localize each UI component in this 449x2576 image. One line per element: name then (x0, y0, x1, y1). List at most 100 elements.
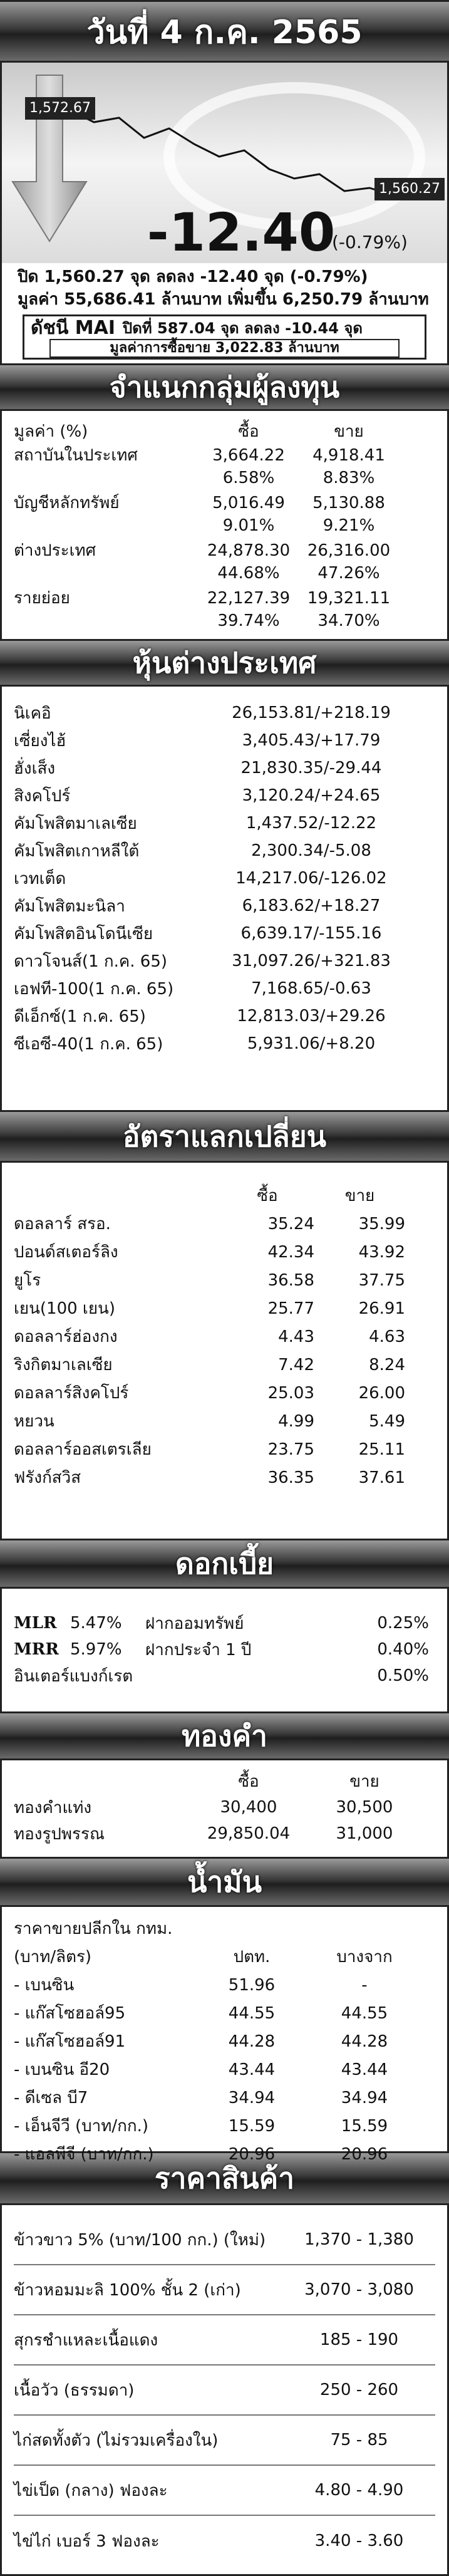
cell: (บาท/ลิตร) (14, 1948, 92, 1966)
cell: เซี่ยงไฮ้ (14, 731, 66, 750)
cell: ฝากออมทรัพย์ (145, 1614, 244, 1633)
row: - เอ็นจีวี (บาท/กก.) 15.59 15.59 (14, 2112, 435, 2140)
interest-table: MLR 5.47% ฝากออมทรัพย์ 0.25% MRR 5.97% ฝากประจ… (0, 1589, 449, 1711)
cell: 4.43 (278, 1327, 314, 1346)
row: ทองคำแท่ง 30,400 30,500 (14, 1794, 435, 1820)
cell: 35.24 (267, 1214, 314, 1233)
end-label-box (374, 178, 445, 200)
cell: คัมโพสิตเกาหลีใต้ (14, 841, 140, 861)
cell: 37.75 (358, 1270, 405, 1290)
row: ไข่เป็ด (กลาง) ฟองละ 4.80 - 4.90 (14, 2466, 435, 2516)
row: ข้าวหอมมะลิ 100% ชั้น 2 (เก่า) 3,070 - 3,… (14, 2265, 435, 2315)
investors-table: มูลค่า (%) ซื้อ ขาย สถาบันในประเทศ 3,664.22 4… (0, 411, 449, 639)
row: ทองรูปพรรณ 29,850.04 31,000 (14, 1820, 435, 1847)
cell: ดอลลาร์ออสเตรเลีย (14, 1440, 152, 1459)
cell: 6,183.62/+18.27 (242, 896, 381, 915)
cell: 43.92 (358, 1242, 405, 1262)
cell: 5.49 (369, 1411, 405, 1431)
cell: 34.70% (317, 611, 380, 630)
cell: - แก๊สโซฮอล์91 (14, 2032, 126, 2051)
row: ดอลลาร์ออสเตรเลีย 23.75 25.11 (14, 1435, 435, 1463)
cell: 34.94 (341, 2088, 388, 2107)
row: - ดีเซล บี7 34.94 34.94 (14, 2084, 435, 2112)
cell: 0.40% (377, 1640, 429, 1659)
cell: ต่างประเทศ (14, 541, 96, 560)
goods-table: ข้าวขาว 5% (บาท/100 กก.) (ใหม่) 1,370 - 1… (0, 2205, 449, 2576)
cell: 6,639.17/-155.16 (240, 924, 382, 943)
cell: 39.74% (217, 611, 280, 630)
date-header: วันที่ 4 ก.ค. 2565 (0, 0, 449, 63)
cell: 8.24 (369, 1355, 405, 1374)
row: บัญชีหลักทรัพย์ 5,016.49 5,130.88 (14, 490, 435, 514)
row: ข้าวขาว 5% (บาท/100 กก.) (ใหม่) 1,370 - 1… (14, 2215, 435, 2265)
row: เซี่ยงไฮ้ 3,405.43/+17.79 (14, 727, 435, 754)
fx-table: ซื้อ ขาย ดอลลาร์ สรอ. 35.24 35.99 ปอนด์สเตอร์… (0, 1163, 449, 1539)
cell: 26.91 (358, 1299, 405, 1318)
cell: - (361, 1975, 368, 1995)
row: มูลค่า (%) ซื้อ ขาย (14, 418, 435, 442)
mai-line: ดัชนี MAI ปิดที่ 587.04 จุด ลดลง -10.44 … (31, 316, 418, 339)
cell: ซื้อ (238, 1772, 259, 1791)
cell: เนื้อวัว (ธรรมดา) (14, 2381, 135, 2400)
row: ซีเอซี-40(1 ก.ค. 65) 5,931.06/+8.20 (14, 1030, 435, 1057)
section-header: ดอกเบี้ย (0, 1539, 449, 1589)
cell: รายย่อย (14, 589, 70, 608)
row: ดาวโจนส์(1 ก.ค. 65) 31,097.26/+321.83 (14, 947, 435, 975)
row: ดีเอ็กซ์(1 ก.ค. 65) 12,813.03/+29.26 (14, 1002, 435, 1030)
cell: สิงคโปร์ (14, 786, 71, 806)
section-header: น้ำมัน (0, 1857, 449, 1907)
cell: - เอ็นจีวี (บาท/กก.) (14, 2117, 149, 2136)
row: ซื้อ ขาย (14, 1182, 435, 1210)
set-summary: ปิด 1,560.27 จุด ลดลง -12.40 จุด (-0.79%… (0, 263, 449, 313)
row: คัมโพสิตมาเลเซีย 1,437.52/-12.22 (14, 809, 435, 837)
cell: 4.63 (369, 1327, 405, 1346)
row: MRR 5.97% ฝากประจำ 1 ปี 0.40% (14, 1636, 435, 1663)
cell: 20.96 (341, 2144, 388, 2164)
end-label: 1,560.27 (379, 181, 440, 197)
cell: ขาย (334, 422, 364, 441)
cell: 3,405.43/+17.79 (242, 731, 381, 750)
mai-value: มูลค่าการซื้อขาย 3,022.83 ล้านบาท (49, 339, 400, 358)
cell: ซื้อ (257, 1187, 278, 1205)
mai-text: ปิดที่ 587.04 จุด ลดลง -10.44 จุด (123, 319, 363, 337)
oil-table: ราคาขายปลีกใน กทม. (บาท/ลิตร) ปตท. บางจาก - … (0, 1907, 449, 2164)
cell: 3,070 - 3,080 (304, 2280, 414, 2299)
cell: 12,813.03/+29.26 (237, 1007, 386, 1026)
section-header: อัตราแลกเปลี่ยน (0, 1110, 449, 1163)
cell: บางจาก (336, 1948, 393, 1966)
cell: ขาย (344, 1187, 375, 1205)
cell: ขาย (349, 1772, 379, 1791)
row: (บาท/ลิตร) ปตท. บางจาก (14, 1943, 435, 1971)
cell: คัมโพสิตอินโดนีเซีย (14, 924, 153, 943)
cell: 42.34 (267, 1242, 314, 1262)
row: ไข่ไก่ เบอร์ 3 ฟองละ 3.40 - 3.60 (14, 2516, 435, 2566)
cell: ฟรังก์สวิส (14, 1468, 81, 1487)
cell: - เบนซิน อี20 (14, 2060, 110, 2079)
cell: สุกรชำแหละเนื้อแดง (14, 2330, 158, 2350)
cell: มูลค่า (%) (14, 422, 88, 441)
cell: 26,153.81/+218.19 (232, 704, 391, 722)
cell: 250 - 260 (319, 2381, 399, 2399)
row: ดอลลาร์ สรอ. 35.24 35.99 (14, 1210, 435, 1238)
cell: 8.83% (323, 469, 375, 487)
cell: 44.55 (341, 2003, 388, 2023)
cell: 43.44 (228, 2060, 276, 2079)
cell: 36.35 (267, 1468, 314, 1487)
row: เยน(100 เยน) 25.77 26.91 (14, 1294, 435, 1322)
cell: ฝากประจำ 1 ปี (145, 1640, 252, 1659)
cell: 3,120.24/+24.65 (242, 786, 381, 805)
cell: 0.25% (377, 1614, 429, 1633)
gold-table: ซื้อ ขายทองคำแท่ง 30,400 30,500 ทองรูปพรรณ 29… (0, 1760, 449, 1857)
row: สุกรชำแหละเนื้อแดง 185 - 190 (14, 2315, 435, 2366)
swoosh (163, 82, 425, 231)
cell: 34.94 (228, 2088, 276, 2107)
cell: 25.77 (267, 1299, 314, 1318)
cell: คัมโพสิตมะนิลา (14, 896, 125, 916)
mai-name: ดัชนี MAI (31, 316, 116, 339)
cell: 21,830.35/-29.44 (240, 759, 382, 777)
cell: - แอลพีจี (บาท/กก.) (14, 2145, 154, 2164)
cell: 44.28 (341, 2032, 388, 2051)
cell: 36.58 (267, 1270, 314, 1290)
cell: 6.58% (222, 469, 275, 487)
cell: 44.28 (228, 2032, 276, 2051)
